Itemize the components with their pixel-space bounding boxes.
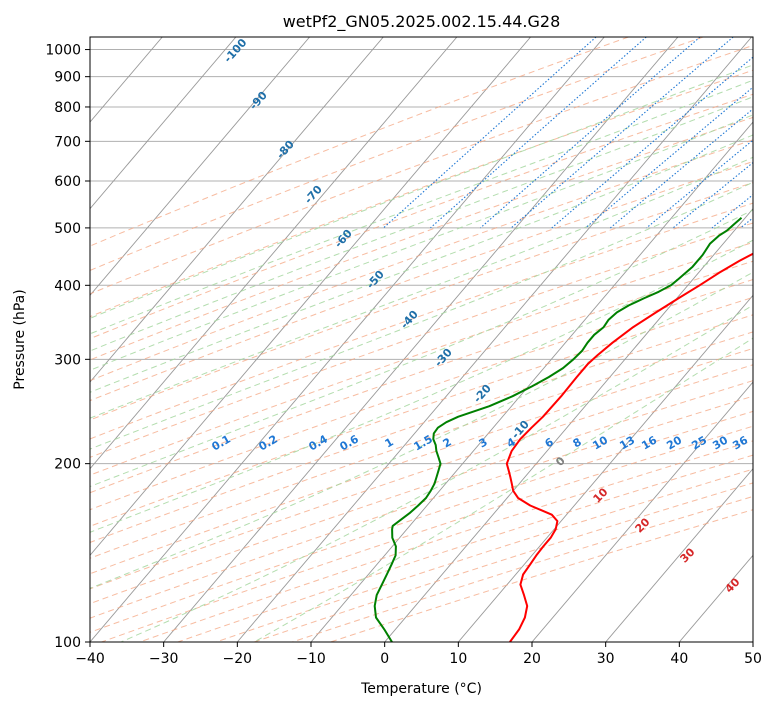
y-tick-label: 500 xyxy=(54,221,81,237)
x-tick-label: 10 xyxy=(449,651,467,667)
x-tick-label: 40 xyxy=(670,651,688,667)
y-tick-label: 900 xyxy=(54,70,81,86)
x-tick-label: −10 xyxy=(296,651,326,667)
x-tick-label: −20 xyxy=(223,651,253,667)
mixing-ratio-line xyxy=(763,37,775,228)
y-tick-label: 400 xyxy=(54,278,81,294)
plot-background xyxy=(90,37,753,642)
x-tick-label: 30 xyxy=(597,651,615,667)
y-axis-label: Pressure (hPa) xyxy=(12,289,28,389)
x-tick-label: 50 xyxy=(744,651,762,667)
y-tick-label: 100 xyxy=(54,635,81,651)
y-tick-label: 1000 xyxy=(45,43,81,59)
y-tick-label: 200 xyxy=(54,457,81,473)
x-tick-label: −40 xyxy=(75,651,105,667)
y-tick-label: 300 xyxy=(54,352,81,368)
chart-title: wetPf2_GN05.2025.002.15.44.G28 xyxy=(283,12,561,32)
y-tick-label: 800 xyxy=(54,100,81,116)
x-tick-label: 0 xyxy=(380,651,389,667)
x-tick-label: −30 xyxy=(149,651,179,667)
x-axis-label: Temperature (°C) xyxy=(360,681,482,697)
y-tick-label: 700 xyxy=(54,134,81,150)
isotherm-line xyxy=(753,37,775,642)
x-tick-label: 20 xyxy=(523,651,541,667)
y-tick-label: 600 xyxy=(54,174,81,190)
